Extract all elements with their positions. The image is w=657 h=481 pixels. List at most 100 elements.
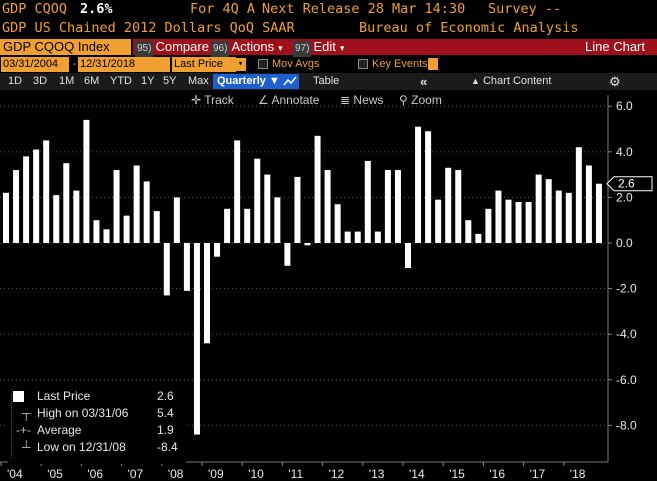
bar bbox=[63, 163, 70, 243]
bar bbox=[23, 156, 30, 243]
x-tick-label: '16 bbox=[489, 467, 505, 481]
collapse-icon[interactable]: « bbox=[420, 74, 428, 89]
toolbar: GDP CQOQ Index 95) Compare 96) Actions ▾ 97… bbox=[0, 38, 657, 57]
zoom-label: Zoom bbox=[411, 93, 442, 107]
survey: Survey -- bbox=[488, 1, 562, 17]
checkbox-icon bbox=[258, 59, 268, 70]
pencil-icon: ∠ bbox=[258, 93, 269, 107]
chart-content-icon: ▲ bbox=[471, 76, 480, 86]
bar bbox=[535, 174, 542, 243]
bar bbox=[415, 126, 422, 243]
y-tick-label: -2.0 bbox=[616, 282, 637, 296]
chevron-down-icon: ▾ bbox=[339, 43, 345, 53]
magnifier-icon: ⚲ bbox=[399, 93, 408, 107]
range-row: 03/31/2004 - 12/31/2018 Last Price ▾ Mov… bbox=[0, 57, 657, 73]
x-tick-label: '06 bbox=[87, 467, 103, 481]
gdp-bar-chart[interactable]: 6.04.02.00.0-2.0-4.0-6.0-8.0 '04'05'06'0… bbox=[0, 90, 657, 481]
field-selector[interactable]: Last Price bbox=[172, 57, 236, 72]
bar bbox=[143, 181, 150, 243]
actions-num: 96) bbox=[211, 41, 230, 57]
bar bbox=[153, 211, 160, 243]
high-marker-icon: ┬ bbox=[22, 406, 31, 420]
x-tick-label: '15 bbox=[449, 467, 465, 481]
crosshair-icon: ✛ bbox=[191, 93, 202, 107]
last-value-label: 2.6 bbox=[618, 177, 635, 191]
annotate-tool[interactable]: ∠ Annotate bbox=[258, 93, 319, 107]
actions-button[interactable]: 96) Actions ▾ bbox=[211, 39, 283, 57]
security-field[interactable]: GDP CQOQ Index bbox=[0, 39, 131, 55]
period-1d[interactable]: 1D bbox=[8, 75, 23, 87]
legend-avg-value: 1.9 bbox=[157, 423, 174, 437]
chart-type-label[interactable]: Line Chart bbox=[585, 39, 645, 54]
legend-last-value: 2.6 bbox=[157, 389, 174, 403]
bar bbox=[565, 192, 572, 243]
bar bbox=[334, 204, 341, 243]
period-6m[interactable]: 6M bbox=[84, 75, 100, 87]
chevron-down-icon[interactable]: ▾ bbox=[235, 58, 246, 71]
y-tick-label: 4.0 bbox=[616, 145, 633, 159]
checkbox-icon bbox=[358, 59, 368, 70]
table-button[interactable]: Table bbox=[313, 75, 340, 87]
y-tick-label: 0.0 bbox=[616, 236, 633, 250]
bar bbox=[445, 167, 452, 243]
edit-button[interactable]: 97) Edit ▾ bbox=[293, 39, 344, 57]
bar bbox=[515, 201, 522, 243]
legend-last-label: Last Price bbox=[37, 389, 91, 403]
line-chart-icon[interactable] bbox=[281, 74, 299, 89]
bar bbox=[465, 220, 472, 243]
key-events-swatch bbox=[428, 58, 438, 70]
legend-last-row: Last Price 2.6 bbox=[8, 388, 186, 405]
bar bbox=[113, 170, 120, 243]
chart-tools: ✛ Track ∠ Annotate ≣ News ⚲ Zoom bbox=[0, 90, 657, 110]
period-ytd[interactable]: YTD bbox=[110, 75, 132, 87]
ticker: GDP CQOQ bbox=[2, 1, 68, 17]
end-date-field[interactable]: 12/31/2018 bbox=[78, 57, 170, 72]
chevron-down-icon: ▾ bbox=[278, 43, 283, 53]
bar bbox=[495, 190, 502, 243]
chart-content-label: Chart Content bbox=[482, 75, 552, 87]
x-tick-label: '08 bbox=[168, 467, 184, 481]
period-3d[interactable]: 3D bbox=[33, 75, 48, 87]
actions-label: Actions bbox=[231, 39, 275, 54]
gear-icon[interactable]: ⚙ bbox=[609, 74, 621, 89]
y-tick-label: 2.0 bbox=[616, 190, 633, 204]
average-marker-icon: -+- bbox=[16, 423, 31, 437]
y-axis: 6.0 4.0 2.0 0.0 -2.0 -4.0 -6.0 -8.0 bbox=[608, 99, 637, 432]
x-tick-label: '11 bbox=[288, 467, 303, 481]
period-max[interactable]: Max bbox=[188, 75, 209, 87]
mov-avgs-toggle[interactable]: Mov Avgs bbox=[258, 58, 320, 70]
legend-high-label: High on 03/31/06 bbox=[37, 406, 129, 420]
chart-content-button[interactable]: ▲ Chart Content bbox=[471, 73, 551, 90]
legend-high-value: 5.4 bbox=[157, 406, 174, 420]
frequency-selector[interactable]: Quarterly ▼ bbox=[213, 74, 284, 89]
compare-button[interactable]: 95) Compare bbox=[135, 39, 209, 57]
news-label: News bbox=[353, 93, 384, 107]
period-1y[interactable]: 1Y bbox=[141, 75, 155, 87]
key-events-toggle[interactable]: Key Events bbox=[358, 58, 428, 70]
bar bbox=[354, 231, 361, 243]
period-1m[interactable]: 1M bbox=[59, 75, 75, 87]
last-value-tag bbox=[606, 176, 653, 192]
x-axis: '04 '05 '06 '07 '08 '09 '10 '11 '12 '13 '14 '15 '16 '… bbox=[0, 462, 586, 481]
news-tool[interactable]: ≣ News bbox=[340, 93, 383, 107]
legend-avg-row: -+- Average 1.9 bbox=[8, 422, 186, 439]
x-tick-label: '12 bbox=[329, 467, 345, 481]
bar bbox=[274, 197, 281, 243]
bar bbox=[73, 190, 80, 243]
legend-high-row: ┬ High on 03/31/06 5.4 bbox=[8, 405, 186, 422]
legend-avg-label: Average bbox=[37, 423, 82, 437]
header-row-2: GDP US Chained 2012 Dollars QoQ SAAR Bur… bbox=[0, 19, 657, 38]
track-tool[interactable]: ✛ Track bbox=[191, 93, 234, 107]
start-date-field[interactable]: 03/31/2004 bbox=[1, 57, 69, 72]
bar bbox=[254, 158, 261, 243]
low-marker-icon: ┴ bbox=[22, 440, 31, 454]
zoom-tool[interactable]: ⚲ Zoom bbox=[399, 93, 442, 107]
bar bbox=[314, 135, 321, 243]
y-tick-label: 6.0 bbox=[616, 99, 633, 113]
bar bbox=[475, 233, 482, 243]
period-5y[interactable]: 5Y bbox=[163, 75, 177, 87]
period-bar: 1D 3D 1M 6M YTD 1Y 5Y Max Quarterly ▼ Ta… bbox=[0, 73, 657, 90]
edit-label: Edit bbox=[313, 39, 336, 54]
bar bbox=[234, 140, 241, 243]
bar bbox=[224, 208, 231, 243]
